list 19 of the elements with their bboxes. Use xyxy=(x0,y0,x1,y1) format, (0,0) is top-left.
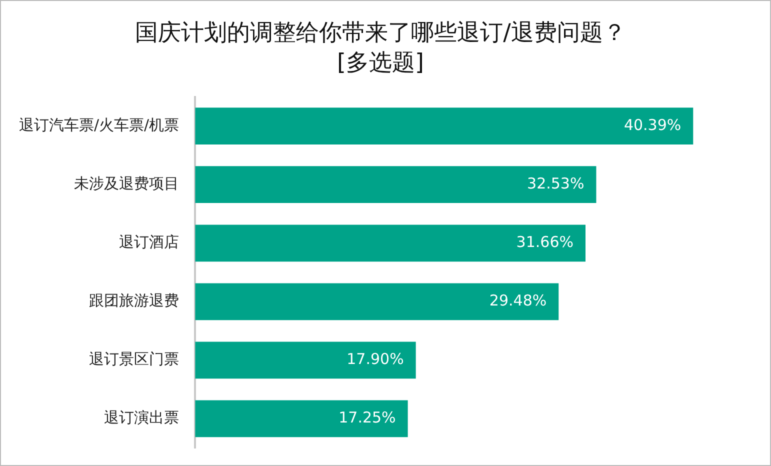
y-tick-label: 退订汽车票/火车票/机票 xyxy=(19,116,180,134)
bar xyxy=(195,342,416,379)
chart-title: 国庆计划的调整给你带来了哪些退订/退费问题？ [多选题] xyxy=(135,20,626,76)
y-tick-label: 退订酒店 xyxy=(119,233,180,252)
bar xyxy=(195,108,694,145)
bar xyxy=(195,283,559,320)
data-label: 17.90% xyxy=(346,350,404,368)
data-label: 17.25% xyxy=(338,408,396,427)
data-label: 40.39% xyxy=(624,116,682,134)
bar xyxy=(195,224,586,262)
y-tick-label: 退订演出票 xyxy=(104,408,180,427)
bar xyxy=(195,166,596,204)
data-label: 29.48% xyxy=(489,292,547,310)
y-tick-label: 跟团旅游退费 xyxy=(89,292,180,310)
data-label: 32.53% xyxy=(527,174,584,192)
y-tick-label: 未涉及退费项目 xyxy=(74,174,180,192)
data-label: 31.66% xyxy=(516,233,574,252)
bar xyxy=(195,400,408,438)
y-tick-label: 退订景区门票 xyxy=(89,350,180,368)
